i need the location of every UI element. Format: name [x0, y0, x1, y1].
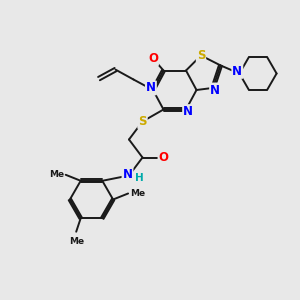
Text: Me: Me: [69, 237, 84, 246]
Text: N: N: [232, 65, 242, 78]
Text: Me: Me: [130, 189, 145, 198]
Text: N: N: [210, 83, 220, 97]
Text: N: N: [146, 81, 156, 94]
Text: S: S: [197, 49, 205, 62]
Text: Me: Me: [49, 170, 64, 179]
Text: O: O: [158, 151, 169, 164]
Text: O: O: [148, 52, 158, 65]
Text: N: N: [183, 105, 193, 118]
Text: N: N: [122, 167, 133, 181]
Text: S: S: [138, 115, 147, 128]
Text: H: H: [135, 173, 144, 184]
